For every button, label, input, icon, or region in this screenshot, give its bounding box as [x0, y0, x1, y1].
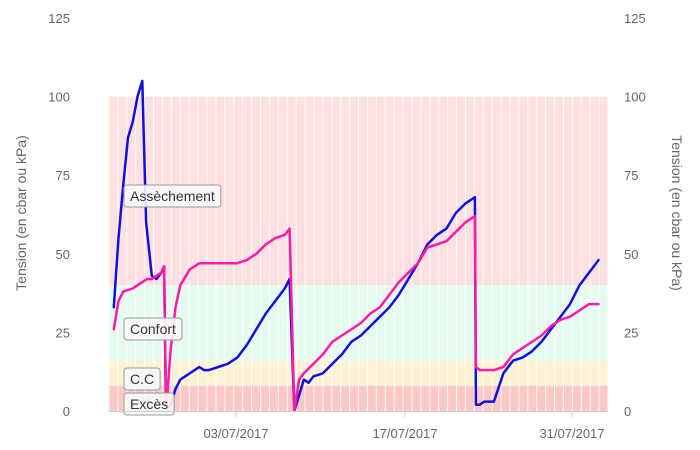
zone-label-0: Assèchement — [123, 184, 222, 208]
zone-label-2: C.C — [123, 367, 161, 391]
y-tick-left: 125 — [48, 11, 70, 26]
x-tick-label: 03/07/2017 — [203, 426, 268, 441]
zone-label-text: Excès — [130, 396, 168, 412]
zone-label-box — [123, 317, 183, 341]
axis-ticks: 0 0 25 25 50 50 75 75 100 100 125 125 03/07/2017 17/0… — [48, 11, 645, 441]
y-tick-left: 75 — [56, 168, 70, 183]
zone-label-1: Confort — [123, 317, 183, 341]
y-tick-right: 125 — [624, 11, 646, 26]
y-tick-right: 50 — [624, 247, 638, 262]
y-tick-right: 25 — [624, 325, 638, 340]
zone-labels: Assèchement Confort C.C Excès — [123, 184, 222, 416]
y-tick-right: 0 — [624, 404, 631, 419]
y-tick-right: 100 — [624, 90, 646, 105]
zone-label-box — [123, 184, 222, 208]
x-tick-label: 17/07/2017 — [372, 426, 437, 441]
zone-label-text: C.C — [130, 371, 154, 387]
x-tick-label: 31/07/2017 — [539, 426, 604, 441]
y-tick-left: 25 — [56, 325, 70, 340]
vertical-grid — [108, 18, 609, 411]
y-axis-title-right: Tension (en cbar ou kPa) — [669, 135, 685, 291]
zone-label-text: Confort — [130, 321, 176, 337]
y-tick-left: 50 — [56, 247, 70, 262]
zone-label-box — [123, 367, 161, 391]
zone-label-3: Excès — [123, 392, 175, 416]
y-tick-right: 75 — [624, 168, 638, 183]
y-tick-left: 0 — [63, 404, 70, 419]
zone-label-box — [123, 392, 175, 416]
zone-label-text: Assèchement — [130, 188, 215, 204]
y-tick-left: 100 — [48, 90, 70, 105]
y-axis-title-left: Tension (en cbar ou kPa) — [13, 135, 29, 291]
